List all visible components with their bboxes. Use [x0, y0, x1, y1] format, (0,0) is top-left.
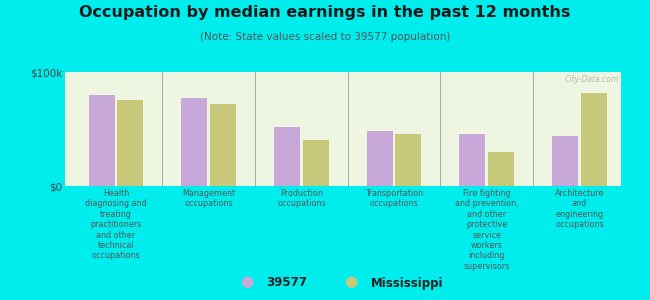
Bar — [181, 98, 207, 186]
Text: Mississippi: Mississippi — [370, 277, 443, 290]
Bar — [88, 95, 114, 186]
Text: Health
diagnosing and
treating
practitioners
and other
technical
occupations: Health diagnosing and treating practitio… — [85, 189, 147, 260]
Bar — [303, 140, 329, 186]
Text: Architecture
and
engineering
occupations: Architecture and engineering occupations — [554, 189, 604, 229]
Bar — [460, 134, 486, 186]
Bar — [552, 136, 578, 186]
Text: 39577: 39577 — [266, 277, 307, 290]
Bar — [210, 104, 236, 186]
Text: (Note: State values scaled to 39577 population): (Note: State values scaled to 39577 popu… — [200, 32, 450, 41]
Text: Occupation by median earnings in the past 12 months: Occupation by median earnings in the pas… — [79, 4, 571, 20]
Text: ●: ● — [344, 274, 358, 290]
Bar — [118, 100, 144, 186]
Bar — [274, 127, 300, 186]
Bar — [581, 92, 607, 186]
Text: Production
occupations: Production occupations — [277, 189, 326, 208]
Text: Transportation
occupations: Transportation occupations — [365, 189, 423, 208]
Text: ●: ● — [240, 274, 254, 290]
Bar — [488, 152, 514, 186]
Bar — [367, 131, 393, 186]
Text: Management
occupations: Management occupations — [182, 189, 235, 208]
Text: Fire fighting
and prevention,
and other
protective
service
workers
including
sup: Fire fighting and prevention, and other … — [455, 189, 519, 271]
Bar — [395, 134, 421, 186]
Text: City-Data.com: City-Data.com — [565, 75, 619, 84]
